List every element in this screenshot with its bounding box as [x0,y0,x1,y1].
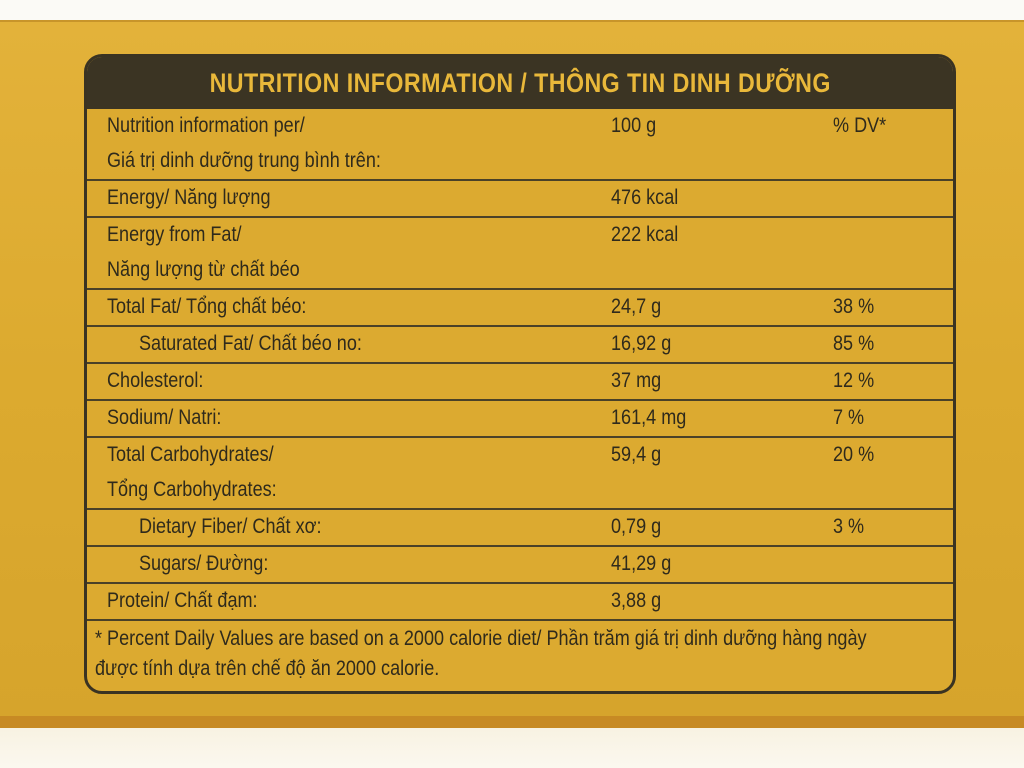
table-title: NUTRITION INFORMATION / THÔNG TIN DINH D… [209,67,831,98]
nutrient-amount: 37 mg [611,369,662,392]
nutrient-label: Giá trị dinh dưỡng trung bình trên: [107,149,381,172]
table-row: Total Fat/ Tổng chất béo: 24,7 g 38 % [87,290,953,327]
table-row: Nutrition information per/100 g % DV* Giá … [87,109,953,181]
nutrient-label: Dietary Fiber/ Chất xơ: [139,515,322,538]
nutrient-amount: 41,29 g [611,552,672,575]
nutrient-label: Energy from Fat/ [107,223,242,246]
nutrient-label: Sugars/ Đường: [139,552,269,575]
table-row: Sodium/ Natri: 161,4 mg 7 % [87,401,953,438]
table-row: Protein/ Chất đạm: 3,88 g [87,584,953,621]
background-bottom [0,728,1024,768]
nutrient-amount: 0,79 g [611,515,662,538]
nutrient-label: Nutrition information per/ [107,114,305,137]
nutrient-label: Tổng Carbohydrates: [107,478,277,501]
nutrient-label: Total Fat/ Tổng chất béo: [107,295,307,318]
nutrient-amount: 16,92 g [611,332,672,355]
table-row: Sugars/ Đường: 41,29 g [87,547,953,584]
nutrient-amount: 476 kcal [611,186,679,209]
table-row: Energy/ Năng lượng 476 kcal [87,181,953,218]
table-row: Cholesterol: 37 mg 12 % [87,364,953,401]
nutrient-label: Total Carbohydrates/ [107,443,274,466]
daily-value: % DV* [833,114,887,137]
nutrient-amount: 3,88 g [611,589,662,612]
daily-value: 20 % [833,443,875,466]
nutrient-label: Cholesterol: [107,369,204,392]
nutrient-amount: 59,4 g [611,443,662,466]
table-row: Energy from Fat/222 kcal Năng lượng từ ch… [87,218,953,290]
package-edge [0,716,1024,728]
footnote: * Percent Daily Values are based on a 20… [87,621,953,687]
nutrient-amount: 161,4 mg [611,406,687,429]
footnote-line-1: * Percent Daily Values are based on a 20… [95,627,867,650]
nutrient-label: Năng lượng từ chất béo [107,258,300,281]
background-top [0,0,1024,22]
nutrient-label: Saturated Fat/ Chất béo no: [139,332,362,355]
daily-value: 7 % [833,406,865,429]
nutrient-label: Sodium/ Natri: [107,406,222,429]
daily-value: 38 % [833,295,875,318]
table-row: Dietary Fiber/ Chất xơ: 0,79 g 3 % [87,510,953,547]
table-row: Total Carbohydrates/59,4 g 20 % Tổng Carbo… [87,438,953,510]
nutrition-table: NUTRITION INFORMATION / THÔNG TIN DINH D… [84,54,956,694]
nutrient-amount: 24,7 g [611,295,662,318]
table-header: NUTRITION INFORMATION / THÔNG TIN DINH D… [87,57,953,109]
nutrient-amount: 100 g [611,114,657,137]
table-body: Nutrition information per/100 g % DV* Giá … [87,109,953,621]
daily-value: 12 % [833,369,875,392]
daily-value: 85 % [833,332,875,355]
nutrient-label: Energy/ Năng lượng [107,186,271,209]
nutrient-label: Protein/ Chất đạm: [107,589,258,612]
table-row: Saturated Fat/ Chất béo no: 16,92 g 85 % [87,327,953,364]
nutrient-amount: 222 kcal [611,223,679,246]
footnote-line-2: được tính dựa trên chế độ ăn 2000 calori… [95,657,440,680]
daily-value: 3 % [833,515,865,538]
